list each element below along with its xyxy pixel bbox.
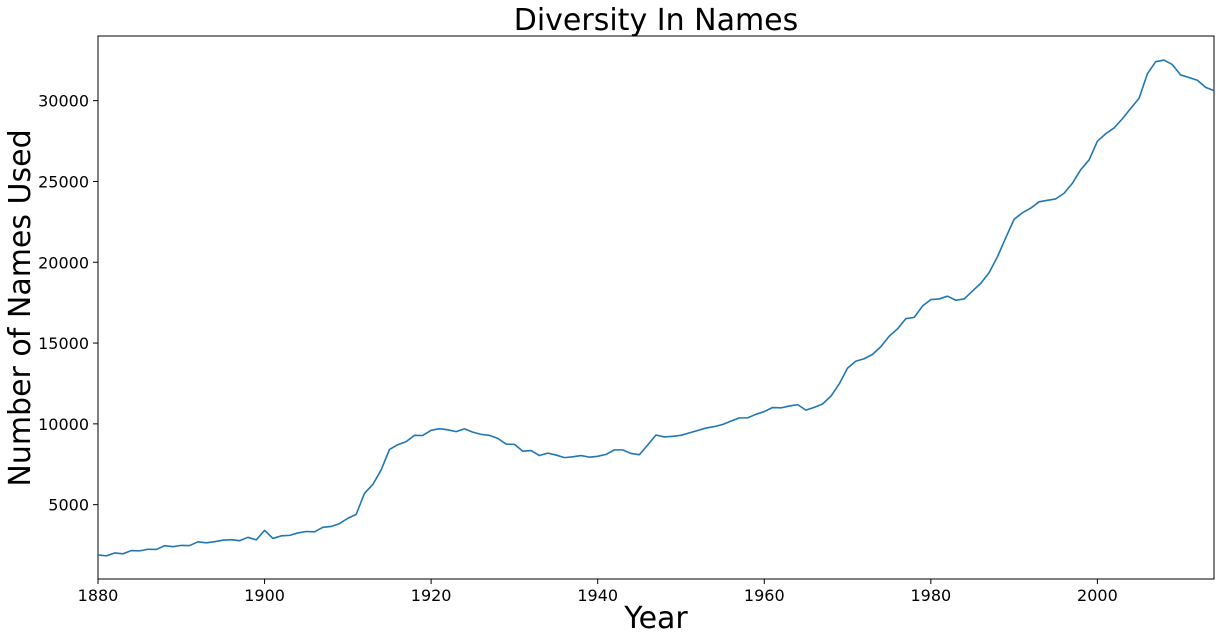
plot-frame	[97, 35, 1215, 580]
x-tick-label: 1880	[78, 586, 119, 605]
y-tick-label: 30000	[38, 92, 89, 111]
x-tick-label: 2000	[1077, 586, 1118, 605]
x-axis: 1880 1900 1920 1940 1960 1980 2000	[78, 579, 1118, 605]
x-tick-label: 1960	[744, 586, 785, 605]
y-tick-label: 15000	[38, 334, 89, 353]
x-tick-label: 1920	[411, 586, 452, 605]
y-tick-label: 10000	[38, 415, 89, 434]
plot-area	[97, 35, 1215, 580]
x-tick-label: 1940	[577, 586, 618, 605]
x-axis-label: Year	[623, 601, 688, 636]
y-tick-label: 25000	[38, 172, 89, 191]
chart-title: Diversity In Names	[514, 3, 799, 38]
x-tick-label: 1900	[244, 586, 285, 605]
y-axis-label: Number of Names Used	[3, 129, 38, 486]
y-tick-label: 5000	[48, 496, 89, 515]
y-tick-label: 20000	[38, 253, 89, 272]
series-line	[97, 59, 1215, 557]
y-axis: 5000 10000 15000 20000 25000 30000	[38, 92, 98, 515]
x-tick-label: 1980	[910, 586, 951, 605]
